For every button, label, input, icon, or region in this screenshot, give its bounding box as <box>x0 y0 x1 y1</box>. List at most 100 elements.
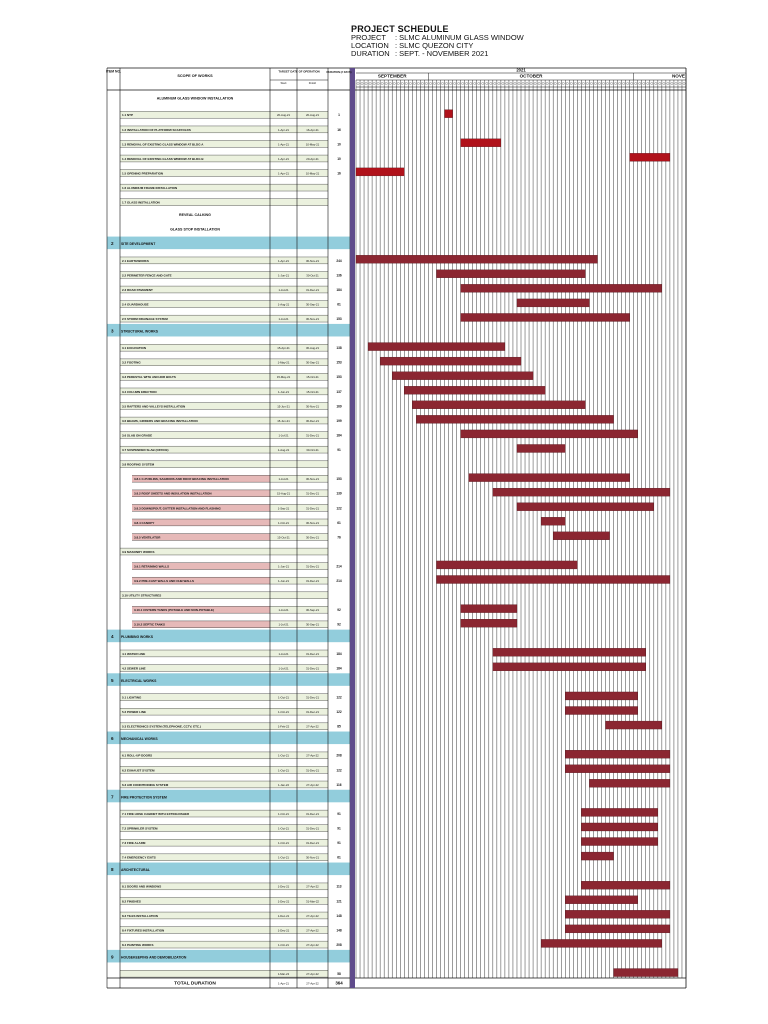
day-marker <box>553 82 557 85</box>
task-finish: 31-Dec-21 <box>306 827 320 831</box>
task-duration: 214 <box>336 564 342 568</box>
start-header: Start <box>281 81 287 85</box>
day-marker <box>501 82 505 85</box>
day-marker <box>529 82 533 85</box>
gantt-bar <box>355 255 598 264</box>
gantt-bar <box>565 764 671 773</box>
gantt-bar <box>404 386 546 395</box>
task-finish: 10-May-21 <box>306 171 320 175</box>
day-marker <box>429 82 432 85</box>
item-no-header: ITEM NO. <box>106 70 121 74</box>
task-label: 3.8.5 VENTILATOR <box>134 535 161 539</box>
table-text: ALUMINUM GLASS WINDOW INSTALLATION 1.1 NT… <box>106 68 685 987</box>
task-finish: 30-Sep-21 <box>306 302 320 306</box>
task-duration: 153 <box>336 317 342 321</box>
task-finish: 30-Oct-21 <box>306 448 319 452</box>
task-finish: 31-Dec-21 <box>306 666 320 670</box>
task-start: 1-Dec-21 <box>278 928 290 932</box>
gantt-bar <box>565 750 671 759</box>
task-duration: 1 <box>338 113 340 117</box>
day-marker <box>513 82 517 85</box>
day-marker <box>465 82 468 85</box>
section-number: 6 <box>111 736 114 741</box>
date-cells-fill <box>270 140 328 148</box>
day-marker <box>650 82 654 85</box>
task-row-fill <box>132 577 270 585</box>
task-start: 1-Jul-21 <box>278 623 289 627</box>
date-cells-fill <box>270 912 328 919</box>
day-marker <box>678 82 682 85</box>
task-label: 8.1 DOORS AND WINDOWS <box>122 885 161 889</box>
section-number: 4 <box>111 634 114 639</box>
day-marker <box>533 82 537 85</box>
day-marker <box>477 82 480 85</box>
task-finish: 27-Apr-22 <box>306 943 319 947</box>
gantt-bar <box>581 881 671 890</box>
day-marker <box>433 82 436 85</box>
task-label: 2.4 GUARDHOUSE <box>122 302 149 306</box>
task-start: 1-Jun-21 <box>278 579 289 583</box>
task-duration: 169 <box>336 404 342 408</box>
date-cells-fill <box>270 970 328 978</box>
task-duration: 148 <box>336 914 342 918</box>
date-cells-fill <box>270 155 328 162</box>
gantt-bar <box>460 138 502 147</box>
task-row-fill <box>120 111 270 119</box>
day-marker <box>521 82 525 85</box>
task-row-fill <box>132 489 270 497</box>
day-marker <box>566 82 569 85</box>
day-marker <box>505 82 509 85</box>
task-duration: 136 <box>336 273 342 277</box>
task-row-fill <box>120 708 270 716</box>
project-label: PROJECT <box>351 33 387 42</box>
task-row-fill <box>120 417 270 424</box>
task-label: 3.9.2 PRE-CAST WALLS AND CHB WALLS <box>134 579 194 583</box>
task-row-fill <box>120 664 270 672</box>
day-marker <box>674 82 678 85</box>
task-label: 1.3 REMOVAL OF EXISTING GLASS WINDOW AT … <box>122 142 204 146</box>
date-cells-fill <box>270 606 328 614</box>
day-marker <box>497 82 501 85</box>
task-row-fill <box>120 344 270 352</box>
day-marker <box>493 82 497 85</box>
date-cells-fill <box>270 533 328 541</box>
gantt-bar <box>565 895 638 904</box>
gantt-bar <box>492 648 646 657</box>
task-row-fill <box>120 184 270 192</box>
day-marker <box>364 82 368 85</box>
day-marker <box>537 82 541 85</box>
task-start: 1-Sep-21 <box>278 506 290 510</box>
section-row-fill <box>107 629 350 643</box>
gantt-bar <box>436 575 671 584</box>
task-label: 3.8.1 C-PURLINS, SAGRODS AND ROOF BRACIN… <box>134 477 229 481</box>
task-finish: 31-Dec-21 <box>306 433 320 437</box>
day-marker <box>481 82 485 85</box>
task-start: 1-Dec-21 <box>278 885 290 889</box>
date-cells-fill <box>270 548 328 555</box>
day-marker <box>598 82 601 85</box>
task-label: 3.9.1 RETAINING WALLS <box>134 564 169 568</box>
gantt-bar <box>444 109 453 118</box>
gantt-bar <box>436 560 578 570</box>
duration-header: DURATION (# DAYS) <box>326 70 351 74</box>
task-duration: 208 <box>336 754 342 758</box>
task-duration: 139 <box>336 492 342 496</box>
schedule-header: PROJECT SCHEDULE PROJECT: SLMC ALUMINUM … <box>351 24 524 59</box>
task-row-fill <box>120 810 270 817</box>
task-row-fill <box>132 562 270 570</box>
task-duration: 208 <box>336 943 342 947</box>
section-number: 3 <box>111 329 114 334</box>
date-cells-fill <box>270 344 328 352</box>
header-background <box>107 68 686 90</box>
task-start: 1-Jul-21 <box>278 317 289 321</box>
group-title: GLASS STOP INSTALLATION <box>170 228 220 232</box>
day-marker <box>570 82 573 85</box>
section-number: 9 <box>111 954 114 959</box>
date-cells-fill <box>270 591 328 599</box>
task-label: 8.4 PAINTING WORKS <box>122 943 153 947</box>
task-label: 8.3 TILES INSTALLATION <box>122 914 158 918</box>
gantt-bar <box>460 429 638 439</box>
day-marker <box>469 82 472 85</box>
date-cells-fill <box>270 489 328 497</box>
task-start: 15-Aug-21 <box>277 492 291 496</box>
